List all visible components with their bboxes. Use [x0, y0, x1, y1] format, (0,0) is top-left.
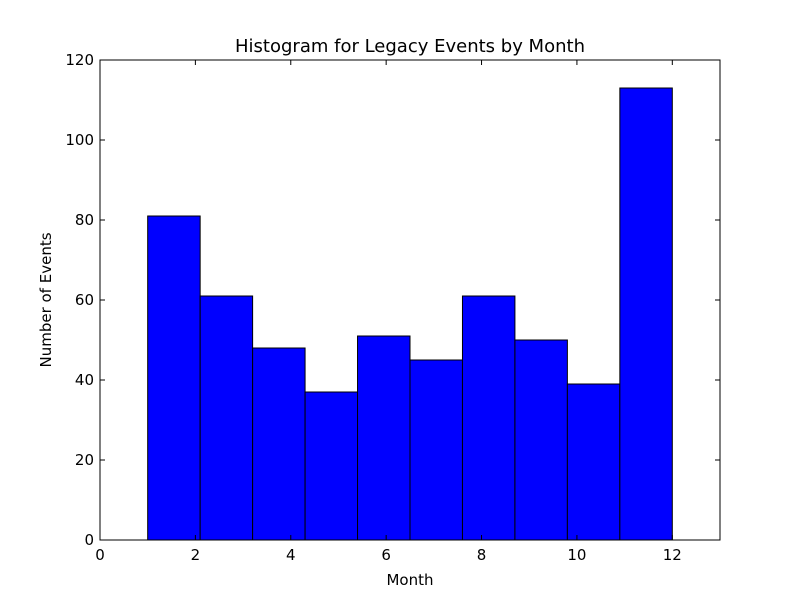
- bars-group: [147, 87, 673, 541]
- y-tick-label: 80: [75, 211, 94, 229]
- y-tick-label: 120: [65, 51, 94, 69]
- x-tick-label: 4: [286, 546, 296, 564]
- histogram-bar-5: [357, 335, 411, 541]
- histogram-bar-8: [514, 339, 568, 541]
- x-tick-label: 2: [191, 546, 201, 564]
- histogram-bar-9: [566, 383, 621, 541]
- histogram-bar-1: [147, 215, 201, 541]
- x-axis-title: Month: [386, 571, 433, 589]
- x-tick-label: 10: [567, 546, 586, 564]
- x-tick-label: 8: [477, 546, 487, 564]
- histogram-bar-10: [619, 87, 673, 541]
- y-tick-label: 20: [75, 451, 94, 469]
- y-axis-title: Number of Events: [37, 232, 55, 367]
- y-tick-label: 60: [75, 291, 94, 309]
- y-tick-label: 0: [84, 531, 94, 549]
- histogram-bar-4: [304, 391, 359, 541]
- x-tick-label: 12: [663, 546, 682, 564]
- histogram-bar-7: [461, 295, 516, 541]
- histogram-bar-2: [199, 295, 254, 541]
- histogram-bar-3: [252, 347, 306, 541]
- chart-title: Histogram for Legacy Events by Month: [235, 36, 585, 57]
- y-tick-label: 40: [75, 371, 94, 389]
- x-tick-label: 0: [95, 546, 105, 564]
- histogram-bar-6: [409, 359, 463, 541]
- x-tick-label: 6: [381, 546, 391, 564]
- y-tick-label: 100: [65, 131, 94, 149]
